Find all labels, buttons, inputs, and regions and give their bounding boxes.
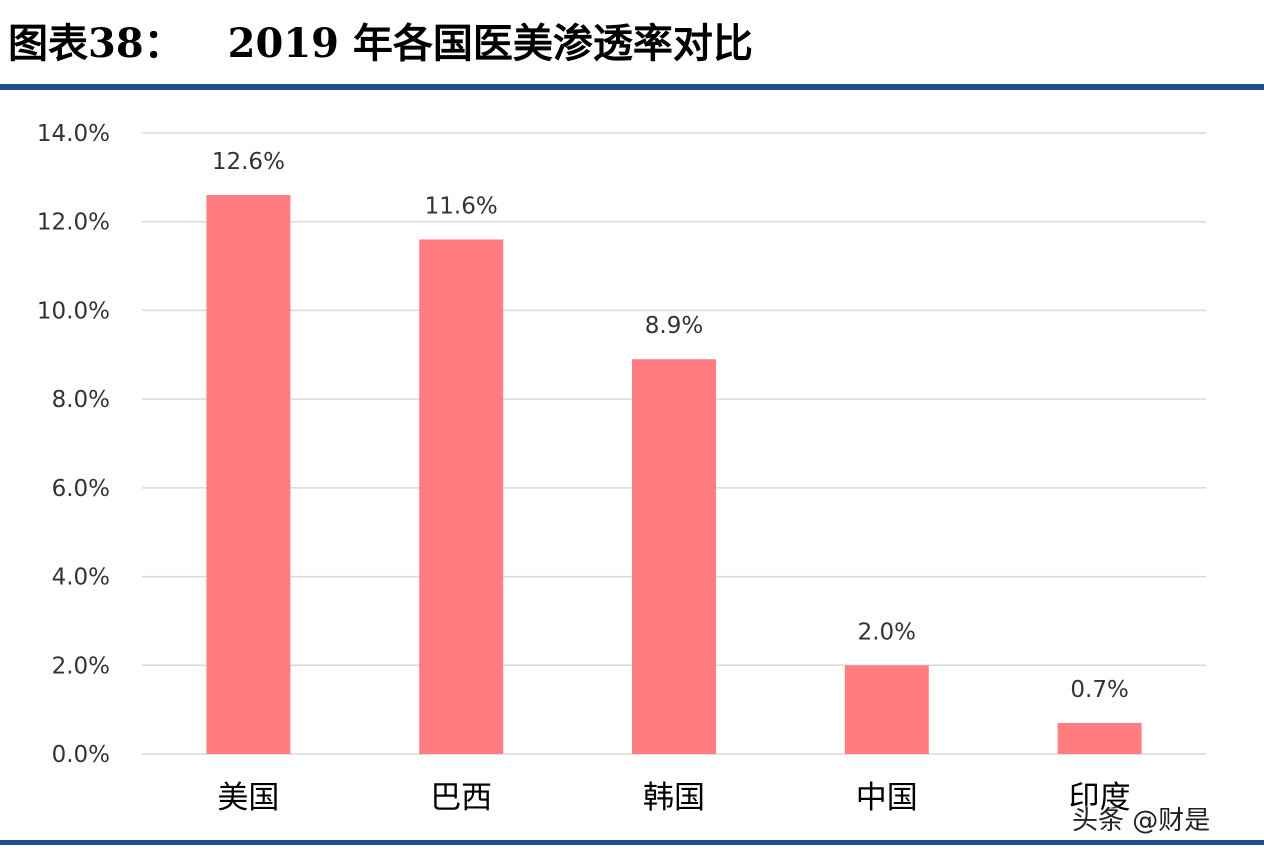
bar <box>844 665 929 754</box>
chart-title: 图表38： 2019 年各国医美渗透率对比 <box>8 16 753 72</box>
x-axis-tick-labels: 美国 巴西 韩国 中国 印度 <box>217 780 1130 816</box>
bar <box>632 359 716 754</box>
x-tick-label: 印度 <box>1069 780 1131 816</box>
data-label: 12.6% <box>212 149 285 175</box>
bar <box>206 195 291 755</box>
data-label: 0.7% <box>1070 677 1128 703</box>
y-tick-label: 8.0% <box>52 387 110 413</box>
figure-label: 图表38： <box>8 20 184 67</box>
data-label: 8.9% <box>645 313 703 339</box>
y-tick-label: 0.0% <box>52 742 110 768</box>
y-tick-label: 4.0% <box>52 565 110 591</box>
y-tick-label: 12.0% <box>37 210 110 236</box>
header-rule <box>0 84 1264 90</box>
bar <box>1057 722 1142 754</box>
footer-rule <box>0 840 1264 845</box>
x-tick-label: 中国 <box>856 780 918 816</box>
gridlines <box>142 132 1206 755</box>
bar <box>419 239 504 754</box>
bars <box>206 195 1142 755</box>
y-tick-label: 2.0% <box>52 653 110 679</box>
x-tick-label: 巴西 <box>430 780 492 816</box>
data-labels: 12.6% 11.6% 8.9% 2.0% 0.7% <box>212 149 1129 703</box>
bar-chart: 0.0% 2.0% 4.0% 6.0% 8.0% 10.0% 12.0% 14.0% 12.6… <box>37 121 1206 816</box>
x-tick-label: 韩国 <box>643 780 705 816</box>
y-tick-label: 6.0% <box>52 476 110 502</box>
data-label: 11.6% <box>425 193 498 219</box>
y-tick-label: 10.0% <box>37 298 110 324</box>
chart-title-text: 2019 年各国医美渗透率对比 <box>227 20 753 67</box>
y-axis-tick-labels: 0.0% 2.0% 4.0% 6.0% 8.0% 10.0% 12.0% 14.0% <box>37 121 110 768</box>
y-tick-label: 14.0% <box>37 121 110 147</box>
watermark: 头条 @财是 <box>1072 806 1211 836</box>
x-tick-label: 美国 <box>217 780 279 816</box>
data-label: 2.0% <box>858 619 916 645</box>
